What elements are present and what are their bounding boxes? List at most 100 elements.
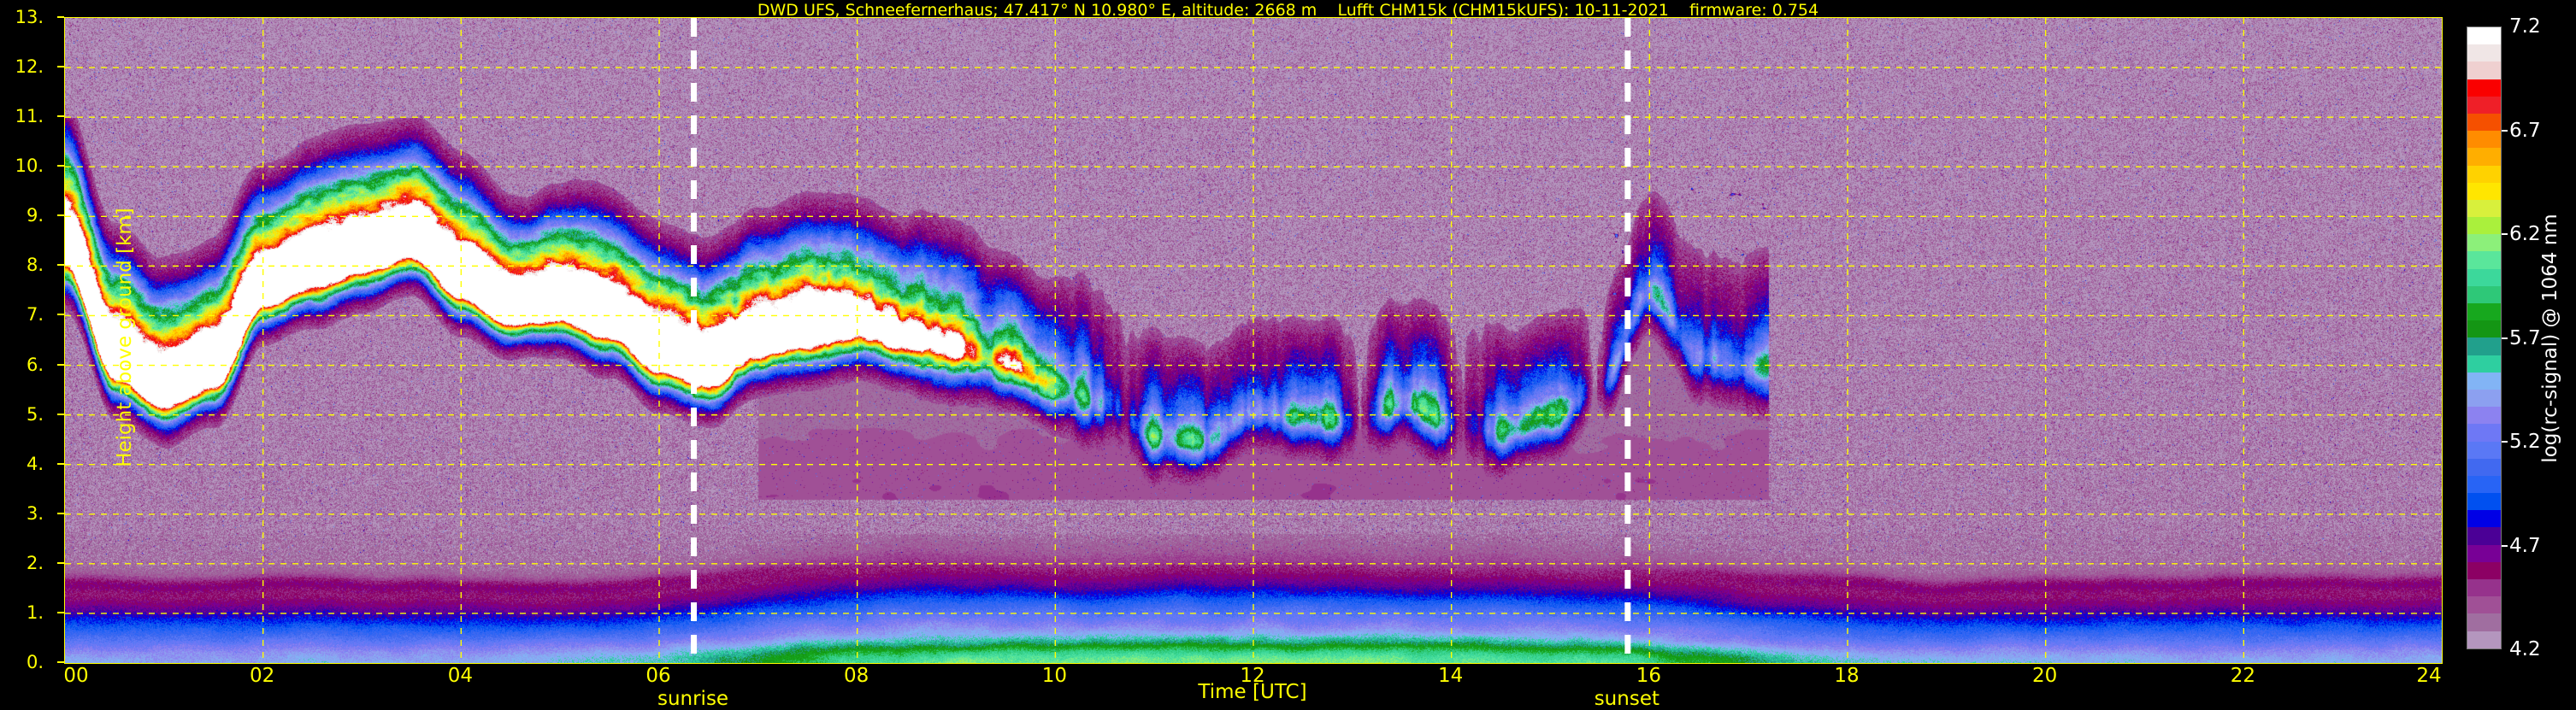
x-axis-tick-label: 10 [1041,665,1067,687]
colorbar-band [2467,613,2501,631]
y-axis-tick-label: 5. [26,403,44,425]
y-axis-tick-label: 4. [26,453,44,474]
y-axis-tick [57,314,64,316]
y-axis-tick [57,661,64,663]
colorbar-band [2467,407,2501,425]
backscatter-heatmap [65,18,2442,663]
colorbar-band [2467,285,2501,303]
y-axis-tick [57,611,64,613]
colorbar-band [2467,182,2501,200]
colorbar-band [2467,96,2501,114]
colorbar-band [2467,148,2501,166]
colorbar-tick [2502,441,2508,443]
colorbar-band [2467,389,2501,408]
colorbar-tick [2502,544,2508,547]
y-axis-tick [57,165,64,167]
colorbar-band [2467,44,2501,62]
colorbar-tick-label: 4.7 [2509,534,2541,557]
colorbar-band [2467,372,2501,390]
colorbar-band [2467,441,2501,459]
colorbar-tick-label: 6.2 [2509,223,2541,245]
colorbar-band [2467,131,2501,149]
y-axis-tick [57,462,64,465]
colorbar-band [2467,268,2501,286]
colorbar-gradient [2467,26,2502,649]
colorbar-tick-label: 7.2 [2509,15,2541,38]
x-axis-tick-label: 12 [1240,665,1265,687]
y-axis-tick [57,413,64,415]
colorbar-title: log(rc-signal) @ 1064 nm [2539,213,2561,463]
page-title: DWD UFS, Schneefernerhaus; 47.417° N 10.… [757,1,1819,20]
colorbar-band [2467,62,2501,79]
colorbar-band [2467,458,2501,476]
plot-area[interactable] [64,17,2443,664]
colorbar-tick [2502,129,2508,132]
y-axis-tick-label: 11. [15,106,44,127]
event-label-sunrise: sunrise [657,688,729,710]
x-axis-tick-label: 08 [844,665,869,687]
y-axis-tick-label: 13. [15,7,44,27]
y-axis-tick-label: 7. [26,304,44,326]
colorbar-band [2467,337,2501,355]
y-axis-tick [57,214,64,217]
x-axis-tick-label: 06 [645,665,671,687]
colorbar-band [2467,303,2501,321]
colorbar-tick-label: 5.7 [2509,326,2541,349]
colorbar-band [2467,199,2501,218]
colorbar-band [2467,320,2501,338]
x-axis-tick-label: 18 [1834,665,1860,687]
y-axis-tick-label: 8. [26,255,44,276]
colorbar-title-wrap: log(rc-signal) @ 1064 nm [2533,26,2567,649]
colorbar-band [2467,217,2501,235]
colorbar-band [2467,424,2501,442]
y-axis-tick-label: 9. [26,205,44,226]
y-axis-tick [57,264,64,267]
colorbar-band [2467,631,2501,648]
y-axis-title: Height above ground [km] [113,208,136,467]
x-axis-tick-label: 00 [63,665,89,687]
y-axis-tick [57,16,64,18]
colorbar-tick [2502,337,2508,339]
x-axis-tick-label: 22 [2230,665,2255,687]
x-axis-tick-label: 04 [447,665,473,687]
colorbar-band [2467,27,2501,45]
colorbar-band [2467,251,2501,269]
y-axis-tick [57,115,64,118]
y-axis-tick-label: 12. [15,56,44,78]
y-axis-title-wrap: Height above ground [km] [0,0,136,675]
colorbar-tick-label: 5.2 [2509,431,2541,453]
colorbar-band [2467,165,2501,183]
colorbar-band [2467,475,2501,494]
colorbar-tick-label: 6.7 [2509,119,2541,142]
colorbar-tick-label: 4.2 [2509,638,2541,660]
y-axis-tick [57,512,64,514]
y-axis-tick-label: 1. [26,601,44,623]
y-axis-tick-label: 2. [26,552,44,573]
x-axis-tick-label: 24 [2416,665,2442,687]
x-axis-tick-label: 16 [1636,665,1661,687]
y-axis-tick-label: 6. [26,354,44,375]
colorbar-band [2467,579,2501,597]
y-axis-tick-label: 0. [26,652,44,672]
y-axis-tick [57,66,64,68]
x-axis-title: Time [UTC] [1198,681,1307,703]
y-axis-tick-label: 3. [26,502,44,524]
colorbar-band [2467,234,2501,252]
x-axis-tick-label: 14 [1438,665,1464,687]
x-axis-tick-label: 20 [2032,665,2058,687]
colorbar-band [2467,527,2501,545]
colorbar[interactable]: 7.2 6.7 6.2 5.7 5.2 4.7 4.2 log(rc-signal) @ 1… [2467,15,2576,676]
colorbar-band [2467,113,2501,132]
y-axis-tick-label: 10. [15,155,44,177]
colorbar-band [2467,544,2501,562]
colorbar-band [2467,493,2501,511]
x-axis-tick-label: 02 [250,665,275,687]
y-axis-tick [57,363,64,366]
colorbar-band [2467,596,2501,614]
event-label-sunset: sunset [1594,688,1659,710]
colorbar-band [2467,355,2501,373]
colorbar-band [2467,510,2501,528]
colorbar-tick [2502,233,2508,235]
colorbar-band [2467,561,2501,579]
